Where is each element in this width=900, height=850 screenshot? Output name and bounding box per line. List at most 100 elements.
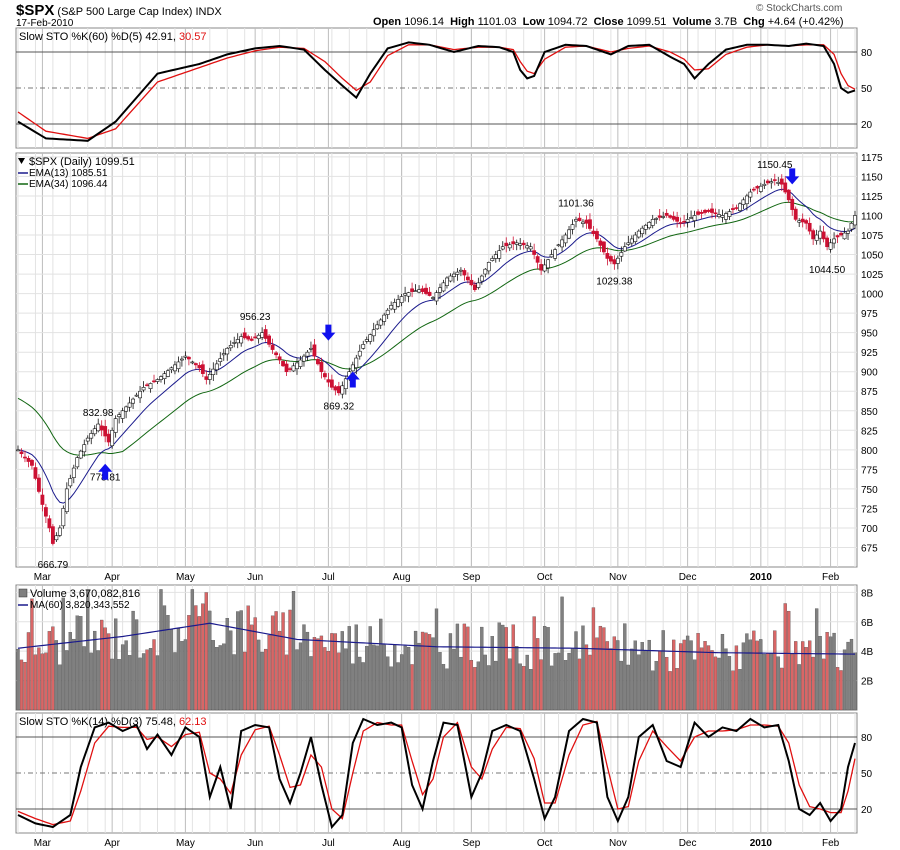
volume-bar (54, 640, 59, 711)
price-tick-1025: 1025 (861, 270, 884, 281)
volume-swatch (18, 588, 28, 598)
volume-bar (399, 654, 404, 711)
volume-bar (553, 653, 557, 711)
volume-bar (51, 626, 55, 711)
volume-bar (75, 615, 79, 711)
candle (368, 333, 373, 345)
candle (305, 349, 310, 361)
candle (504, 237, 509, 253)
volume-bar (33, 654, 38, 711)
candle (751, 186, 756, 192)
candle (47, 515, 52, 533)
volume-bar (281, 612, 285, 711)
volume-bar (250, 624, 254, 711)
price-tick-775: 775 (861, 465, 878, 476)
volume-bar (689, 640, 693, 711)
candle (465, 272, 470, 284)
volume-bar (661, 630, 665, 711)
volume-bar (312, 637, 317, 711)
candle (546, 258, 551, 274)
volume-bar (302, 624, 306, 711)
candle (399, 293, 404, 307)
volume-bar (665, 657, 669, 711)
candle (281, 360, 285, 368)
candle (75, 456, 80, 470)
candle (68, 474, 73, 489)
candle (183, 351, 188, 360)
candle (207, 367, 212, 385)
sto-bottom-tick-50: 50 (861, 769, 873, 780)
candle (424, 283, 428, 296)
candle (40, 488, 45, 512)
volume-bar (288, 609, 292, 711)
candle (469, 274, 474, 287)
candle (302, 353, 306, 367)
volume-bar (222, 643, 226, 711)
volume-bar (96, 650, 100, 711)
candle (678, 217, 683, 228)
volume-tick-6B: 6B (861, 618, 874, 629)
bottom-month-label: Mar (34, 838, 52, 849)
volume-bar (211, 640, 215, 711)
candle (807, 217, 812, 235)
volume-bar (731, 670, 735, 711)
price-tick-950: 950 (861, 329, 878, 340)
price-tick-725: 725 (861, 504, 878, 515)
volume-bar (762, 654, 766, 711)
candle (486, 261, 491, 275)
candle (532, 243, 537, 260)
price-month-label: Dec (679, 572, 697, 583)
candle (793, 206, 798, 222)
volume-bar (755, 640, 759, 711)
candle (263, 324, 268, 342)
volume-bar (640, 642, 644, 711)
candle (78, 449, 83, 460)
candle (267, 334, 272, 348)
volume-bar (462, 623, 467, 711)
candle (626, 235, 631, 246)
volume-bar (183, 639, 188, 711)
volume-bar (699, 647, 704, 711)
price-tick-825: 825 (861, 426, 878, 437)
candle (385, 308, 390, 319)
candle (640, 225, 645, 238)
candle (661, 211, 666, 220)
candle (636, 229, 641, 239)
price-tick-875: 875 (861, 387, 878, 398)
volume-bar (19, 659, 24, 711)
volume-bar (745, 633, 749, 711)
volume-bar (169, 629, 174, 711)
volume-bar (529, 669, 533, 711)
candle (284, 360, 289, 376)
bottom-month-label: Apr (104, 838, 120, 849)
price-month-label: Apr (104, 572, 120, 583)
volume-bar (476, 661, 481, 711)
candle (622, 242, 627, 253)
volume-bar (162, 605, 167, 711)
candle (758, 182, 763, 194)
candle (406, 291, 411, 303)
volume-bar (466, 626, 470, 711)
volume-bar (277, 630, 282, 711)
candle (361, 340, 366, 350)
volume-ma-line (17, 622, 856, 655)
volume-bar (591, 607, 596, 711)
candle (225, 347, 230, 361)
volume-bar (372, 644, 376, 711)
candle (228, 340, 233, 352)
candle (319, 357, 324, 379)
volume-bars (16, 589, 857, 711)
exchange: INDX (195, 6, 222, 18)
volume-bar (358, 656, 362, 711)
volume-bar (787, 610, 791, 711)
volume-bar (703, 641, 707, 711)
volume-value: 3.7B (714, 16, 738, 28)
candle (277, 353, 282, 364)
price-tick-1050: 1050 (861, 251, 884, 262)
volume-bar (93, 630, 97, 711)
volume-bar (434, 608, 439, 711)
volume-bar (441, 664, 446, 711)
volume-bar (253, 617, 257, 711)
volume-bar (804, 647, 808, 711)
